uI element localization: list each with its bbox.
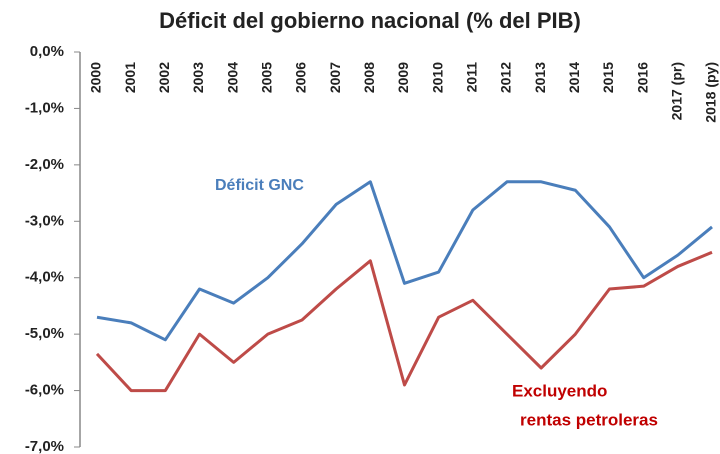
y-tick-label: -6,0%	[25, 382, 64, 399]
x-tick-label: 2000	[88, 62, 104, 93]
x-tick-label: 2007	[327, 62, 343, 93]
x-tick-label: 2005	[259, 62, 275, 93]
x-tick-label: 2017 (pr)	[669, 62, 685, 120]
x-tick-label: 2012	[498, 62, 514, 93]
x-tick-label: 2003	[190, 62, 206, 93]
annotation: rentas petroleras	[520, 410, 658, 429]
x-tick-label: 2001	[122, 62, 138, 93]
x-tick-label: 2011	[464, 62, 480, 93]
x-tick-label: 2010	[429, 62, 445, 93]
chart-title: Déficit del gobierno nacional (% del PIB…	[159, 8, 581, 33]
series-line	[96, 180, 713, 342]
x-tick-label: 2004	[224, 62, 240, 93]
x-tick-label: 2016	[634, 62, 650, 93]
y-tick-label: -5,0%	[25, 325, 64, 342]
y-tick-label: -2,0%	[25, 156, 64, 173]
annotation: Excluyendo	[512, 381, 607, 400]
x-tick-label: 2018 (py)	[703, 62, 719, 123]
y-tick-label: -4,0%	[25, 269, 64, 286]
x-tick-label: 2013	[532, 62, 548, 93]
y-tick-label: 0,0%	[30, 43, 64, 60]
annotation: Déficit GNC	[215, 177, 304, 194]
x-tick-label: 2002	[156, 62, 172, 93]
y-tick-label: -3,0%	[25, 212, 64, 229]
x-tick-label: 2006	[293, 62, 309, 93]
x-tick-label: 2015	[600, 62, 616, 93]
y-tick-label: -1,0%	[25, 99, 64, 116]
series-line	[95, 250, 713, 393]
x-tick-label: 2014	[566, 62, 582, 93]
y-tick-label: -7,0%	[25, 438, 64, 454]
x-tick-label: 2008	[361, 62, 377, 93]
x-tick-label: 2009	[395, 62, 411, 93]
